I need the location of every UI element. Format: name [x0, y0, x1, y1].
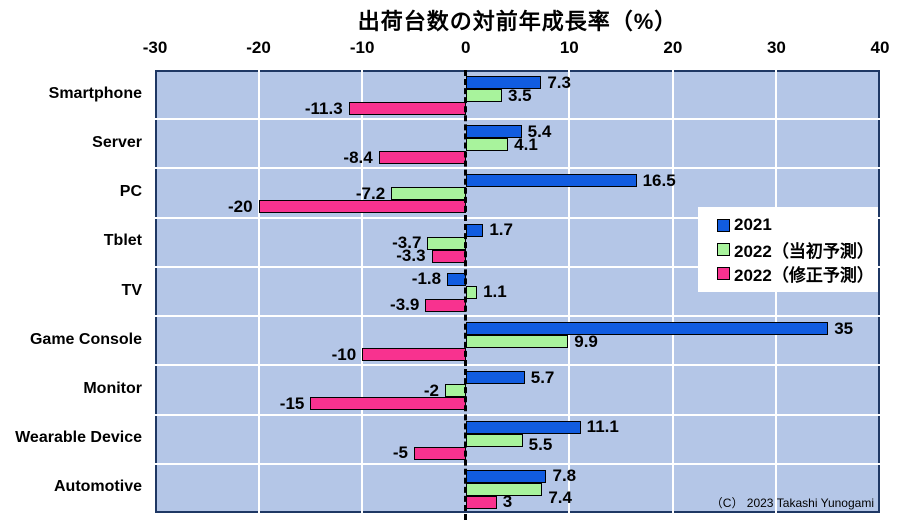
bar-2021-TV	[447, 272, 466, 286]
bar-value-label: -5	[392, 443, 408, 463]
x-axis-tick-label: 0	[460, 38, 471, 57]
bar-value-label: 5.7	[530, 367, 555, 387]
bar-value-label: 5.5	[528, 435, 553, 455]
bar-2022（修正予測）-Monitor	[310, 397, 466, 411]
legend-label: 2022（当初予測）	[734, 241, 874, 261]
bar-value-label: 7.3	[547, 72, 571, 92]
horizontal-gridline	[155, 315, 880, 318]
bar-2021-Wearable Device	[465, 420, 581, 434]
bar-value-label: 5.4	[527, 121, 552, 141]
bar-value-label: 7.8	[552, 466, 577, 486]
chart-title: 出荷台数の対前年成長率（%）	[357, 9, 678, 34]
bar-2022（修正予測）-Game Console	[362, 348, 466, 362]
legend: 2021 2022（当初予測） 2022（修正予測）	[698, 207, 878, 292]
bar-value-label: -7.2	[355, 183, 386, 203]
bar-value-label: -20	[228, 196, 253, 216]
legend-item-2021: 2021	[698, 213, 878, 237]
bar-value-label: 1.7	[489, 220, 513, 240]
x-axis-tick-label: 20	[663, 38, 683, 57]
vertical-gridline	[568, 70, 571, 513]
horizontal-gridline	[155, 216, 880, 219]
bar-value-label: -3.7	[392, 233, 422, 253]
category-label: Monitor	[83, 379, 142, 397]
bar-2021-Automotive	[465, 469, 547, 483]
category-label: PC	[119, 183, 142, 201]
bar-value-label: -1.8	[411, 269, 442, 289]
bar-2022（当初予測）-Game Console	[465, 335, 569, 349]
bar-2022（当初予測）-Wearable Device	[465, 433, 523, 447]
bar-value-label: -3.9	[390, 295, 420, 315]
vertical-gridline	[671, 70, 674, 513]
bar-2021-Game Console	[465, 322, 829, 336]
bar-2022（修正予測）-Server	[378, 151, 466, 165]
bar-2021-Monitor	[465, 371, 525, 385]
bar-value-label: -11.3	[304, 98, 343, 118]
horizontal-gridline	[155, 462, 880, 465]
horizontal-gridline	[155, 265, 880, 268]
horizontal-gridline	[155, 167, 880, 170]
legend-label: 2022（修正予測）	[734, 265, 874, 285]
legend-swatch-icon	[717, 242, 730, 256]
legend-swatch-icon	[717, 266, 730, 280]
category-label: Game Console	[29, 330, 142, 348]
bar-value-label: -10	[331, 344, 357, 364]
x-axis-tick-label: -10	[349, 38, 375, 57]
bar-value-label: -15	[279, 393, 305, 413]
bar-value-label: 35	[834, 318, 854, 338]
bar-2022（修正予測）-Wearable Device	[413, 446, 466, 460]
category-label: TV	[121, 281, 142, 299]
legend-label: 2021	[734, 215, 772, 234]
bar-2021-PC	[465, 174, 637, 188]
zero-axis-dashed-line	[464, 70, 468, 520]
legend-item-2022（当初予測）: 2022（当初予測）	[698, 237, 878, 261]
bar-value-label: 11.1	[586, 417, 619, 437]
bar-2022（当初予測）-PC	[391, 187, 466, 201]
bar-value-label: 9.9	[574, 331, 598, 351]
bar-2022（当初予測）-Monitor	[445, 384, 466, 398]
bar-value-label: -2	[423, 380, 439, 400]
category-label: Wearable Device	[15, 429, 142, 447]
x-axis-tick-label: -30	[142, 38, 168, 57]
x-axis-tick-label: 30	[766, 38, 786, 57]
horizontal-gridline	[155, 364, 880, 367]
bar-2022（修正予測）-TV	[425, 298, 466, 312]
vertical-gridline	[257, 70, 260, 513]
bar-2022（当初予測）-TV	[465, 285, 478, 299]
copyright-text: （C） 2023 Takashi Yunogami	[710, 496, 874, 510]
bar-2022（修正予測）-Automotive	[465, 495, 497, 509]
bar-value-label: 7.4	[548, 488, 572, 508]
category-label: Automotive	[54, 478, 142, 496]
horizontal-gridline	[155, 413, 880, 416]
vertical-gridline	[361, 70, 364, 513]
bar-value-label: -3.3	[396, 246, 426, 266]
bar-value-label: -8.4	[343, 147, 373, 167]
x-axis-tick-label: -20	[246, 38, 271, 57]
legend-item-2022（修正予測）: 2022（修正予測）	[698, 261, 878, 285]
bar-value-label: 16.5	[642, 170, 676, 190]
category-label: Server	[92, 133, 142, 151]
bar-value-label: 4.1	[514, 134, 538, 154]
horizontal-gridline	[155, 118, 880, 121]
bar-2022（当初予測）-Server	[465, 138, 509, 152]
bar-2022（当初予測）-Tblet	[427, 236, 466, 250]
bar-value-label: 3	[502, 492, 513, 512]
bar-2022（修正予測）-Smartphone	[348, 102, 466, 115]
bar-value-label: 1.1	[483, 282, 507, 302]
x-axis-tick-label: 40	[870, 38, 890, 57]
category-label: Tblet	[103, 232, 142, 250]
bar-2021-Tblet	[465, 223, 484, 237]
bar-2022（修正予測）-Tblet	[431, 249, 466, 263]
category-label: Smartphone	[48, 84, 142, 102]
bar-value-label: 3.5	[507, 85, 532, 105]
x-axis-tick-label: 10	[559, 38, 579, 57]
bar-2022（当初予測）-Smartphone	[465, 89, 502, 102]
legend-swatch-icon	[717, 218, 730, 232]
